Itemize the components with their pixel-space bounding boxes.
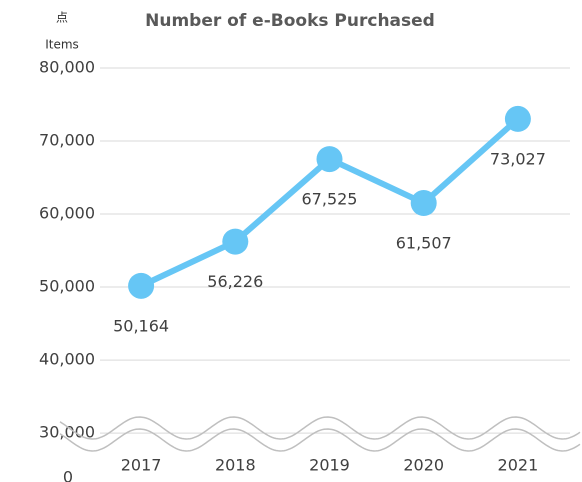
data-label: 67,525 bbox=[302, 190, 358, 209]
y-unit-label: 点 bbox=[56, 11, 68, 25]
data-point bbox=[316, 146, 343, 173]
axis-break bbox=[59, 428, 581, 452]
data-label: 61,507 bbox=[396, 234, 452, 253]
data-point bbox=[128, 272, 155, 299]
y-tick-label: 0 bbox=[63, 468, 73, 482]
y-tick-label: 60,000 bbox=[39, 204, 95, 223]
chart-title: Number of e-Books Purchased bbox=[145, 11, 435, 31]
y-axis-label: Items bbox=[45, 38, 79, 52]
axis-break bbox=[59, 416, 581, 440]
x-tick-label: 2017 bbox=[121, 456, 162, 475]
data-label: 50,164 bbox=[113, 316, 169, 335]
data-point bbox=[504, 105, 531, 132]
y-tick-label: 50,000 bbox=[39, 277, 95, 296]
x-tick-label: 2021 bbox=[498, 456, 539, 475]
y-tick-label: 30,000 bbox=[39, 423, 95, 442]
x-tick-label: 2018 bbox=[215, 456, 256, 475]
data-label: 56,226 bbox=[207, 272, 263, 291]
x-tick-label: 2020 bbox=[403, 456, 444, 475]
y-tick-label: 70,000 bbox=[39, 131, 95, 150]
data-point bbox=[410, 190, 437, 217]
y-tick-label: 80,000 bbox=[39, 58, 95, 77]
y-tick-label: 40,000 bbox=[39, 350, 95, 369]
x-tick-label: 2019 bbox=[309, 456, 350, 475]
data-point bbox=[222, 228, 249, 255]
data-label: 73,027 bbox=[490, 149, 546, 168]
